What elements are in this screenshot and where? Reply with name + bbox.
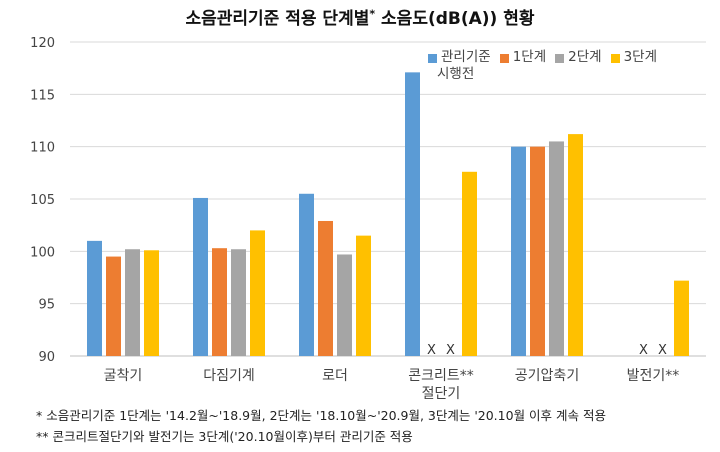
legend-item: 1단계 [499,49,547,66]
footnote-2: ** 콘크리트절단기와 발전기는 3단계('20.10월이후)부터 관리기준 적… [36,429,413,444]
legend-swatch [499,54,509,63]
y-tick-label: 90 [38,350,55,365]
legend-item: 관리기준 시행전 [428,49,491,83]
footnote-1: * 소음관리기준 1단계는 '14.2월~'18.9월, 2단계는 '18.10… [36,408,606,423]
bar [462,171,477,356]
legend-label: 2단계 [568,49,602,65]
legend-item: 3단계 [610,49,657,66]
x-category-label: 공기압축기 [515,368,579,384]
bar [674,280,689,356]
bar [405,72,420,356]
y-tick-label: 115 [30,88,55,103]
y-tick-label: 95 [38,298,55,313]
chart-title: 소음관리기준 적용 단계별* 소음도(dB(A)) 현황 [0,4,720,29]
bar [231,249,246,356]
bar [106,256,121,356]
x-category-label: 발전기** [627,368,680,384]
y-tick-label: 110 [30,141,55,156]
bar [299,193,314,356]
x-category-label: 로더 [322,368,348,384]
bar [530,146,545,356]
legend-label: 3단계 [623,49,657,65]
chart-title-rest: 소음도(dB(A)) 현황 [375,9,535,29]
bar [87,240,102,356]
y-tick-label: 100 [30,245,55,260]
legend-item: 2단계 [555,49,602,66]
missing-value-marker: X [658,343,667,358]
missing-value-marker: X [639,343,648,358]
bar [193,197,208,356]
y-tick-label: 105 [30,193,55,208]
bar [144,250,159,356]
x-category-label: 콘크리트** 절단기 [408,368,474,402]
legend: 관리기준 시행전 1단계 2단계 3단계 [428,49,657,83]
bar [568,134,583,356]
legend-swatch [610,54,620,63]
bar [549,141,564,356]
footnotes: * 소음관리기준 1단계는 '14.2월~'18.9월, 2단계는 '18.10… [36,405,606,447]
missing-value-marker: X [446,343,455,358]
bar [125,249,140,356]
bar [318,220,333,356]
bar [511,146,526,356]
x-category-label: 다짐기계 [203,368,255,384]
bar [250,230,265,356]
legend-label: 1단계 [512,49,547,65]
legend-label: 관리기준 시행전 [437,49,491,82]
chart-title-main: 소음관리기준 적용 단계별 [185,9,370,29]
legend-swatch [555,54,565,63]
bar [337,254,352,356]
bar [212,248,227,356]
chart-title-footnote-mark: * [369,7,376,21]
missing-value-marker: X [427,343,436,358]
x-category-label: 굴착기 [104,368,143,384]
legend-swatch [428,54,437,63]
bar [356,235,371,356]
y-tick-label: 120 [30,36,55,51]
